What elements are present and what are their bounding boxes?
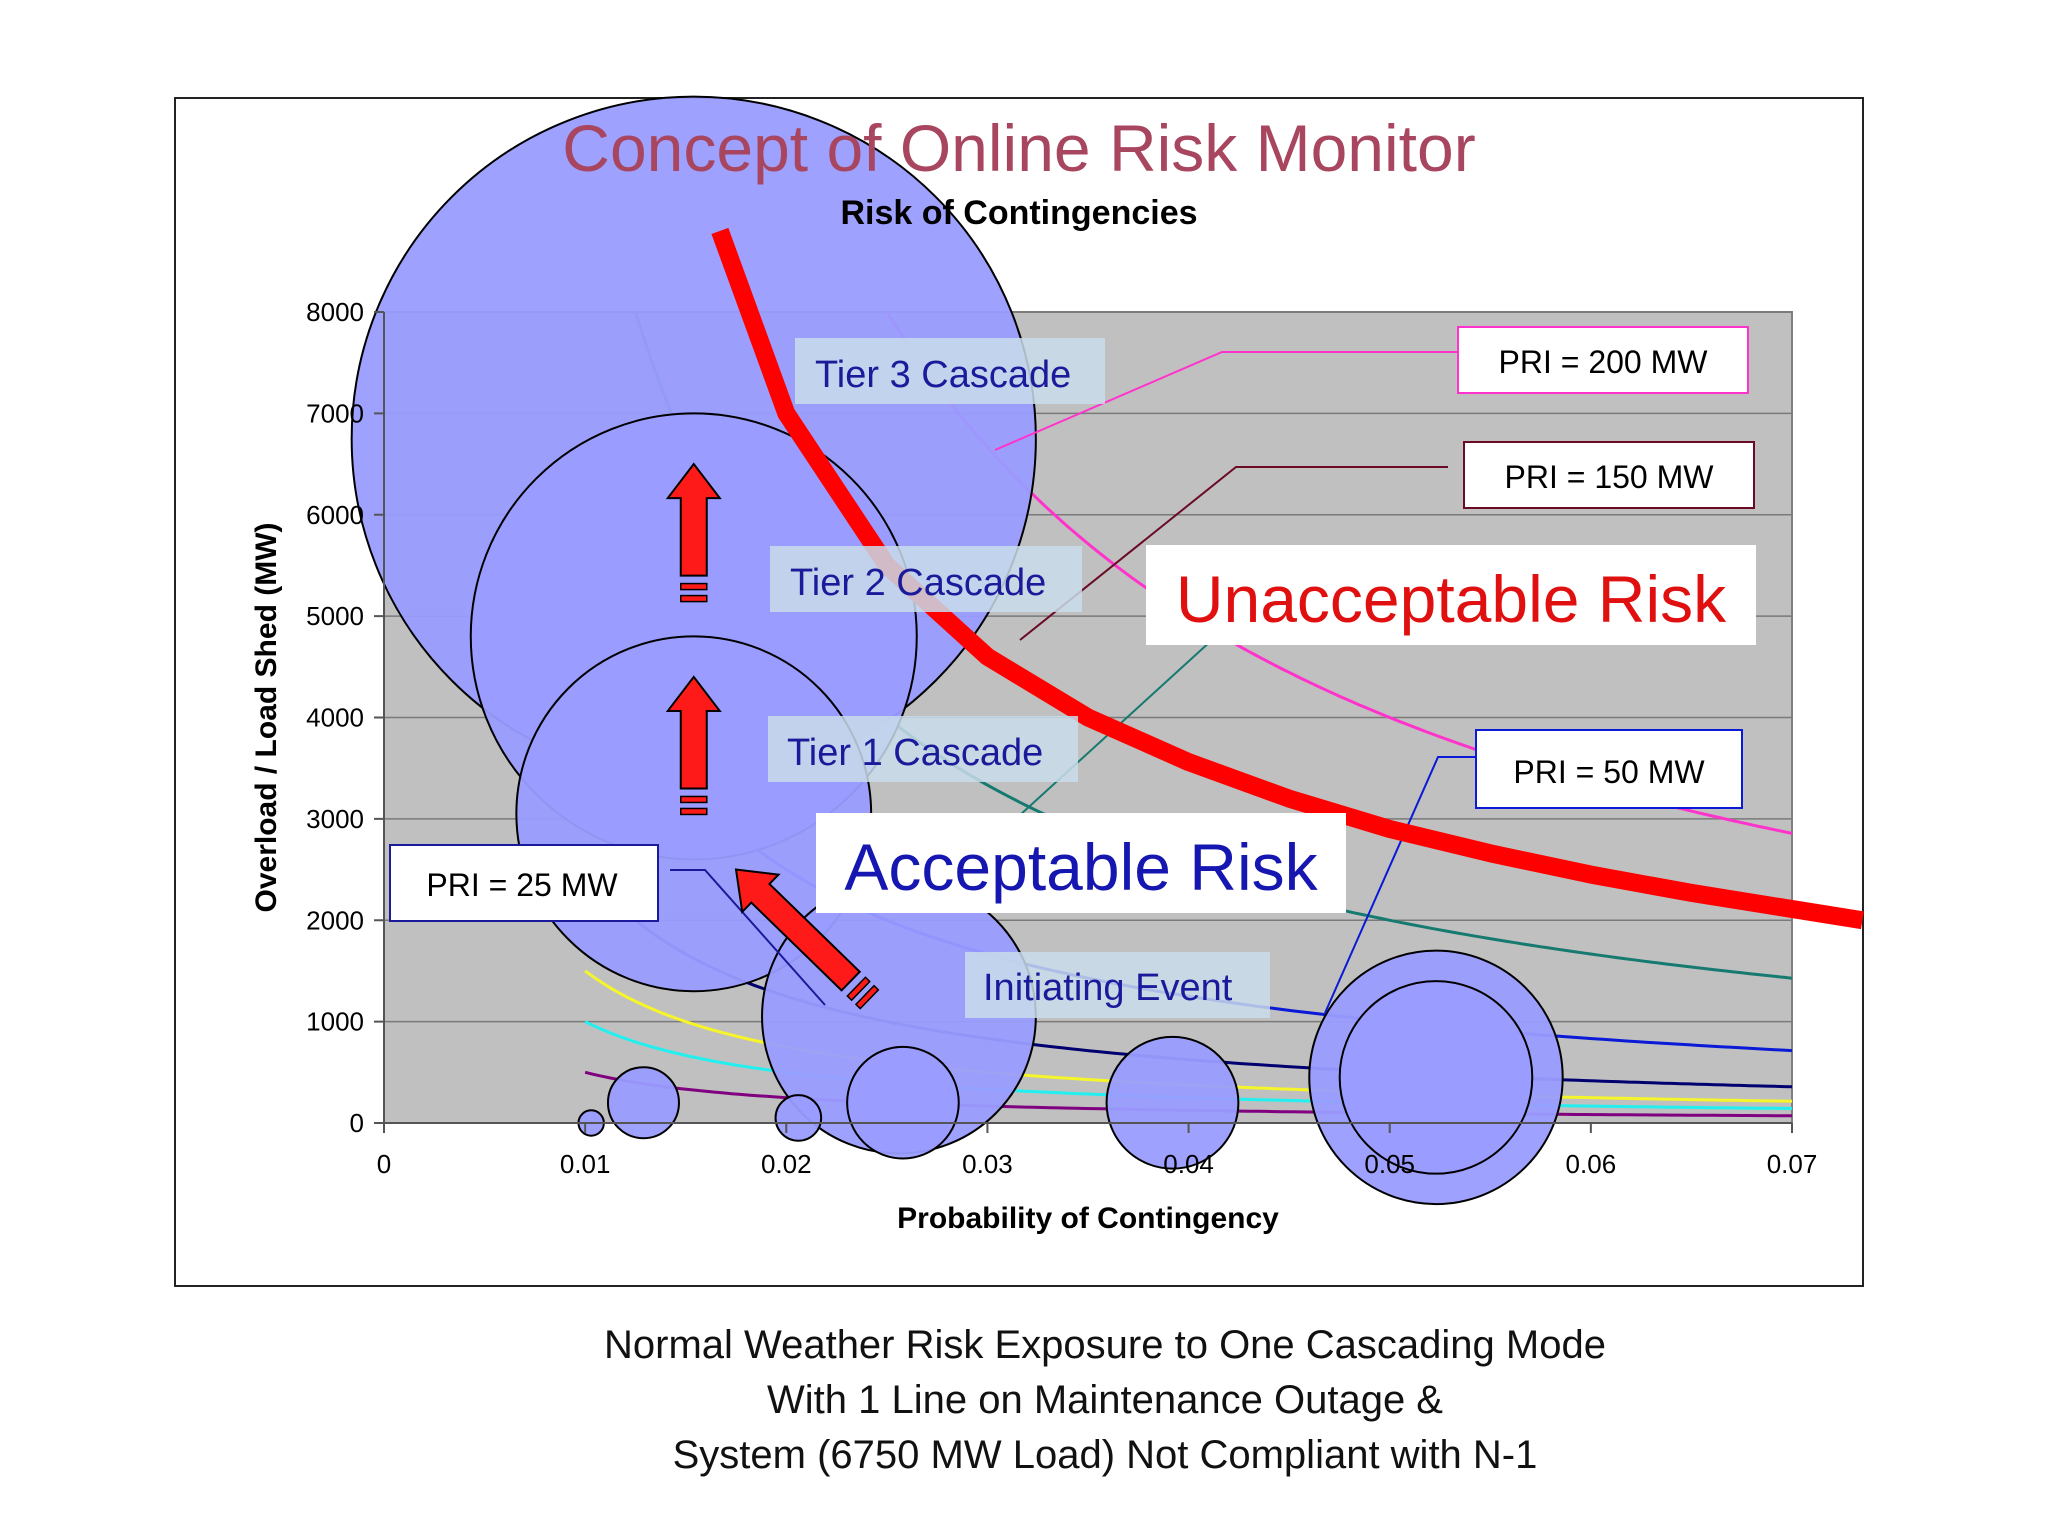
arrow-tail-b-0 (680, 594, 708, 603)
pri150-box (1463, 441, 1755, 509)
arrow-body-2 (734, 868, 862, 992)
tier3-label-bg (795, 338, 1105, 404)
arrow-0 (665, 462, 722, 603)
y-tick-label-7: 7000 (306, 398, 364, 428)
unacceptable-label-bg (1146, 545, 1756, 645)
tier2-label: Tier 2 Cascade (790, 562, 1046, 604)
caption-line-2: With 1 Line on Maintenance Outage & (767, 1378, 1443, 1422)
y-tick-label-1: 1000 (306, 1007, 364, 1037)
tier2-label-bg (770, 546, 1082, 612)
risk-boundary (711, 227, 1864, 930)
risk-boundary-curve (711, 227, 1864, 930)
y-tick-label-4: 4000 (306, 703, 364, 733)
arrow-2 (734, 868, 880, 1010)
arrow-tail-a-0 (680, 582, 708, 591)
x-tick-label-3: 0.03 (962, 1149, 1013, 1179)
pri25-label: PRI = 25 MW (426, 867, 618, 903)
pri50-label: PRI = 50 MW (1513, 754, 1705, 790)
pri200-label: PRI = 200 MW (1499, 344, 1709, 380)
escalation-arrows (665, 462, 880, 1010)
x-tick-label-7: 0.07 (1767, 1149, 1818, 1179)
initiating-label: Initiating Event (983, 967, 1233, 1009)
pri50-box (1475, 729, 1743, 809)
arrow-body-1 (665, 675, 722, 790)
arrow-1 (665, 675, 722, 816)
unacceptable-label: Unacceptable Risk (1176, 562, 1727, 636)
x-axis-title: Probability of Contingency (897, 1202, 1279, 1235)
arrow-tail-b-2 (854, 984, 880, 1010)
slide-title: Concept of Online Risk Monitor (562, 111, 1476, 185)
pri25-box (389, 844, 659, 922)
y-tick-label-5: 5000 (306, 601, 364, 631)
tier1-label-bg (768, 716, 1078, 782)
bubble-5 (1338, 980, 1534, 1175)
y-tick-label-2: 2000 (306, 905, 364, 935)
bubble-9 (774, 1094, 823, 1142)
acceptable-label: Acceptable Risk (844, 830, 1318, 904)
tier3-label: Tier 3 Cascade (815, 354, 1071, 396)
x-tick-label-4: 0.04 (1163, 1149, 1214, 1179)
tier1-label: Tier 1 Cascade (787, 732, 1043, 774)
y-axis-title: Overload / Load Shed (MW) (250, 522, 283, 912)
bubble-7 (846, 1045, 960, 1160)
arrow-body-0 (665, 462, 722, 577)
x-tick-label-1: 0.01 (560, 1149, 611, 1179)
leader-line-4 (670, 869, 826, 1006)
x-tick-label-6: 0.06 (1566, 1149, 1617, 1179)
arrow-tail-b-1 (680, 807, 708, 816)
axes: 0 0.01 0.02 0.03 0.04 0.05 0.06 0.07 0 1000 2000 30… (250, 297, 1817, 1235)
leader-line-3 (1324, 756, 1476, 1014)
bubble-6 (1105, 1035, 1240, 1170)
y-tick-label-8: 8000 (306, 297, 364, 327)
arrow-tail-a-2 (846, 976, 871, 1002)
bubble-8 (606, 1066, 680, 1140)
y-tick-label-6: 6000 (306, 500, 364, 530)
pri150-label: PRI = 150 MW (1505, 459, 1715, 495)
arrow-tail-a-1 (680, 795, 708, 804)
leader-line-0 (994, 351, 1458, 451)
y-tick-label-0: 0 (350, 1108, 364, 1138)
chart-title: Risk of Contingencies (840, 194, 1198, 232)
caption-line-1: Normal Weather Risk Exposure to One Casc… (604, 1323, 1606, 1367)
x-tick-label-2: 0.02 (761, 1149, 812, 1179)
pri200-box (1457, 326, 1749, 394)
x-tick-label-0: 0 (377, 1149, 391, 1179)
acceptable-label-bg (816, 813, 1346, 913)
leader-line-1 (1019, 466, 1448, 641)
caption-line-3: System (6750 MW Load) Not Compliant with… (672, 1433, 1538, 1477)
x-tick-label-5: 0.05 (1364, 1149, 1415, 1179)
slide-caption: Normal Weather Risk Exposure to One Casc… (0, 1318, 2048, 1483)
y-tick-label-3: 3000 (306, 804, 364, 834)
initiating-label-bg (965, 952, 1270, 1018)
